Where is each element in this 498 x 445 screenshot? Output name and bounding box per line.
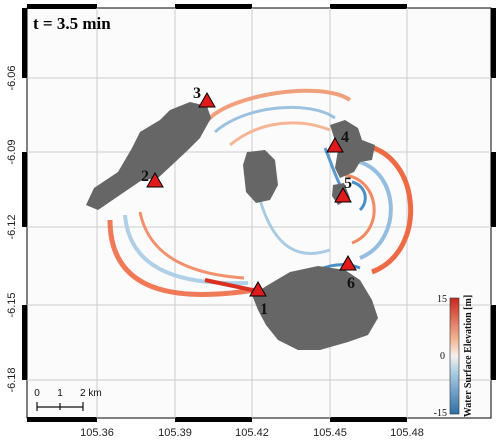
y-tick-label: -6.15 [6, 292, 18, 317]
station-label-6: 6 [347, 275, 355, 292]
island-center [243, 150, 278, 203]
colorbar-mid-label: 0 [440, 351, 445, 362]
station-label-1: 1 [260, 301, 268, 318]
colorbar-title: Water Surface Elevation [m] [463, 295, 474, 417]
x-tick-label: 105.48 [390, 427, 424, 439]
station-marker-4 [326, 136, 344, 153]
station-marker-1 [249, 280, 267, 297]
x-tick-label: 105.39 [158, 427, 192, 439]
station-label-2: 2 [141, 168, 149, 185]
scale-label-0: 0 [34, 388, 40, 399]
time-label: t = 3.5 min [33, 14, 111, 33]
station-label-3: 3 [193, 85, 201, 102]
y-axis-ticks: -6.06 -6.09 -6.12 -6.15 -6.18 [6, 65, 18, 392]
station-markers [146, 91, 357, 297]
colorbar-min-label: -15 [434, 408, 447, 419]
x-tick-label: 105.36 [80, 427, 114, 439]
x-axis-ticks: 105.36 105.39 105.42 105.45 105.48 [80, 427, 424, 439]
station-marker-5 [334, 186, 352, 203]
x-tick-label: 105.42 [235, 427, 269, 439]
y-tick-label: -6.09 [6, 139, 18, 164]
colorbar-gradient [449, 297, 460, 415]
station-label-5: 5 [344, 175, 352, 192]
frame-border [22, 4, 496, 422]
station-marker-3 [198, 91, 216, 108]
land-masses [86, 102, 378, 350]
station-label-4: 4 [341, 129, 349, 146]
island-south [252, 266, 378, 350]
scale-bar: 0 1 2 km [34, 388, 102, 411]
colorbar-max-label: 15 [437, 294, 447, 305]
x-tick-label: 105.45 [313, 427, 347, 439]
y-tick-label: -6.18 [6, 367, 18, 392]
island-northwest [86, 102, 211, 210]
map-frame [26, 7, 492, 419]
station-marker-2 [146, 171, 164, 188]
grid-lines [27, 8, 491, 418]
island-east-north [330, 120, 375, 178]
scale-label-1: 1 [57, 388, 63, 399]
y-tick-label: -6.12 [6, 214, 18, 239]
scale-label-2: 2 km [80, 388, 102, 399]
station-marker-6 [339, 254, 357, 271]
y-tick-label: -6.06 [6, 65, 18, 90]
colorbar: 15 0 -15 Water Surface Elevation [m] [434, 294, 474, 419]
